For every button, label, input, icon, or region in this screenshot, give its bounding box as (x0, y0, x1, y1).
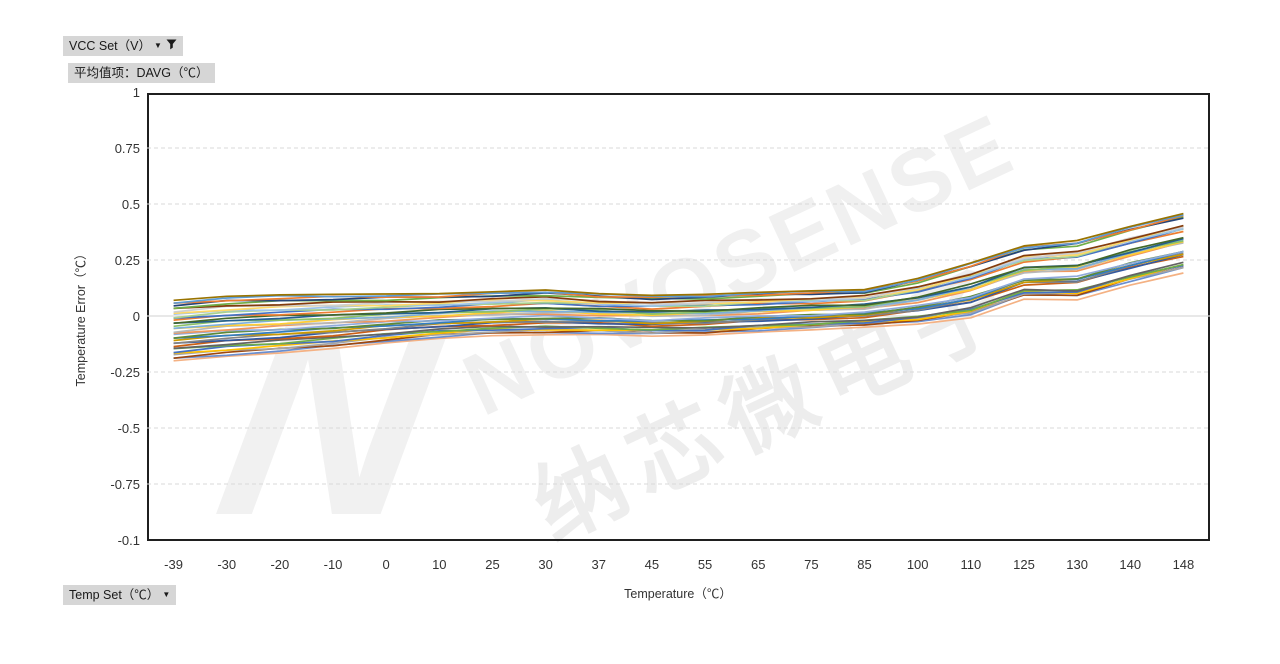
dropdown-arrow-icon: ▼ (162, 591, 170, 599)
x-tick-label: -10 (306, 556, 359, 574)
y-tick-label: -0.1 (78, 532, 140, 550)
series-line (174, 273, 1184, 361)
chart-plot-area (147, 93, 1210, 541)
x-tick-label: 45 (625, 556, 678, 574)
x-tick-label: 10 (413, 556, 466, 574)
y-tick-label: 0 (78, 308, 140, 326)
y-tick-label: -0.25 (78, 364, 140, 382)
y-tick-label: 1 (78, 84, 140, 102)
x-tick-label: 65 (732, 556, 785, 574)
x-tick-label: 85 (838, 556, 891, 574)
y-tick-label: 0.5 (78, 196, 140, 214)
x-tick-label: 75 (785, 556, 838, 574)
x-tick-label: 55 (679, 556, 732, 574)
dropdown-arrow-icon: ▼ (154, 42, 162, 50)
average-value-field-button[interactable]: 平均值项：DAVG（℃） (68, 63, 215, 83)
x-tick-label: 148 (1157, 556, 1210, 574)
y-tick-label: -0.5 (78, 420, 140, 438)
y-tick-label: -0.75 (78, 476, 140, 494)
temp-set-axis-field-button[interactable]: Temp Set（℃）▼ (63, 585, 176, 605)
funnel-filter-icon (166, 37, 177, 55)
x-tick-label: 30 (519, 556, 572, 574)
x-tick-label: 125 (997, 556, 1050, 574)
series-line (174, 241, 1184, 326)
x-tick-label: 37 (572, 556, 625, 574)
x-tick-label: 100 (891, 556, 944, 574)
y-tick-label: 0.25 (78, 252, 140, 270)
y-tick-label: 0.75 (78, 140, 140, 158)
x-tick-label: 25 (466, 556, 519, 574)
x-axis-title: Temperature（℃） (578, 583, 778, 602)
x-tick-label: 140 (1104, 556, 1157, 574)
x-tick-label: -39 (147, 556, 200, 574)
x-tick-label: 110 (944, 556, 997, 574)
vcc-set-filter-button[interactable]: VCC Set（V）▼ (63, 36, 183, 56)
x-tick-label: 130 (1051, 556, 1104, 574)
x-tick-label: -20 (253, 556, 306, 574)
x-tick-label: 0 (360, 556, 413, 574)
average-value-field-label: 平均值项：DAVG（℃） (74, 64, 209, 82)
vcc-set-filter-label: VCC Set（V） (69, 37, 151, 55)
temp-set-axis-field-label: Temp Set（℃） (69, 586, 159, 604)
x-tick-label: -30 (200, 556, 253, 574)
line-series-canvas (147, 93, 1210, 541)
